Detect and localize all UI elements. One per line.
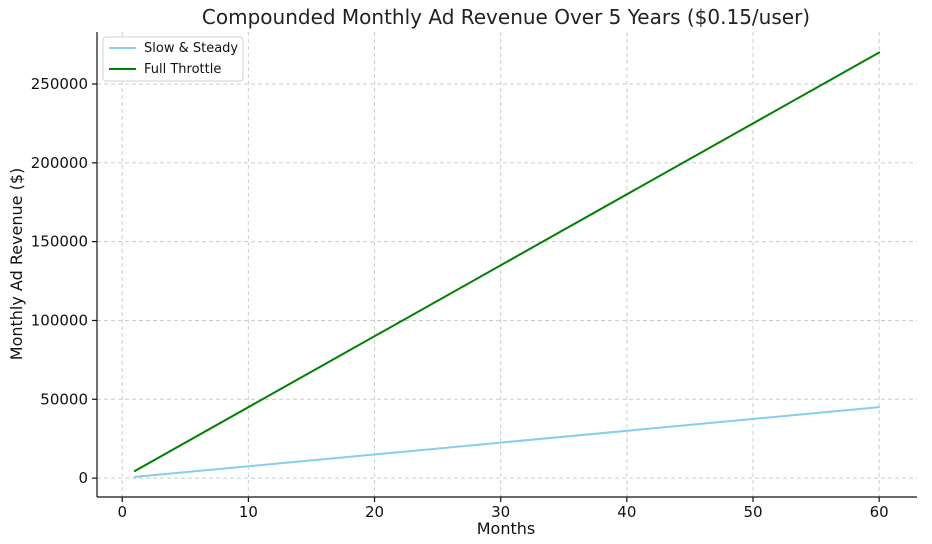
- axes: [92, 32, 917, 502]
- grid-lines: [97, 32, 917, 497]
- x-tick-label-3: 30: [491, 503, 510, 521]
- series-line-slow-steady: [133, 406, 881, 478]
- y-tick-label-5: 250000: [31, 75, 88, 93]
- series-line-full-throttle: [133, 51, 881, 472]
- y-tick-label-4: 200000: [31, 154, 88, 172]
- y-tick-label-1: 50000: [40, 390, 88, 408]
- y-axis-label: Monthly Ad Revenue ($): [7, 168, 26, 360]
- y-tick-label-0: 0: [78, 469, 88, 487]
- legend-box: [102, 36, 244, 82]
- x-tick-label-6: 60: [870, 503, 889, 521]
- x-tick-label-1: 10: [239, 503, 258, 521]
- x-tick-label-0: 0: [117, 503, 127, 521]
- legend-label-full-throttle: Full Throttle: [144, 62, 221, 77]
- series-lines: [133, 51, 881, 478]
- x-tick-label-2: 20: [365, 503, 384, 521]
- y-tick-label-2: 100000: [31, 311, 88, 329]
- y-tick-label-3: 150000: [31, 233, 88, 251]
- x-tick-label-4: 40: [617, 503, 636, 521]
- chart-title: Compounded Monthly Ad Revenue Over 5 Yea…: [202, 5, 810, 29]
- legend-label-slow-steady: Slow & Steady: [144, 41, 238, 56]
- x-axis-label: Months: [477, 519, 535, 538]
- tick-labels: 0 10 20 30 40 50 60 0 50000 100000 150000 200000 250…: [31, 75, 889, 521]
- legend: Slow & Steady Full Throttle: [102, 36, 244, 82]
- x-tick-label-5: 50: [743, 503, 762, 521]
